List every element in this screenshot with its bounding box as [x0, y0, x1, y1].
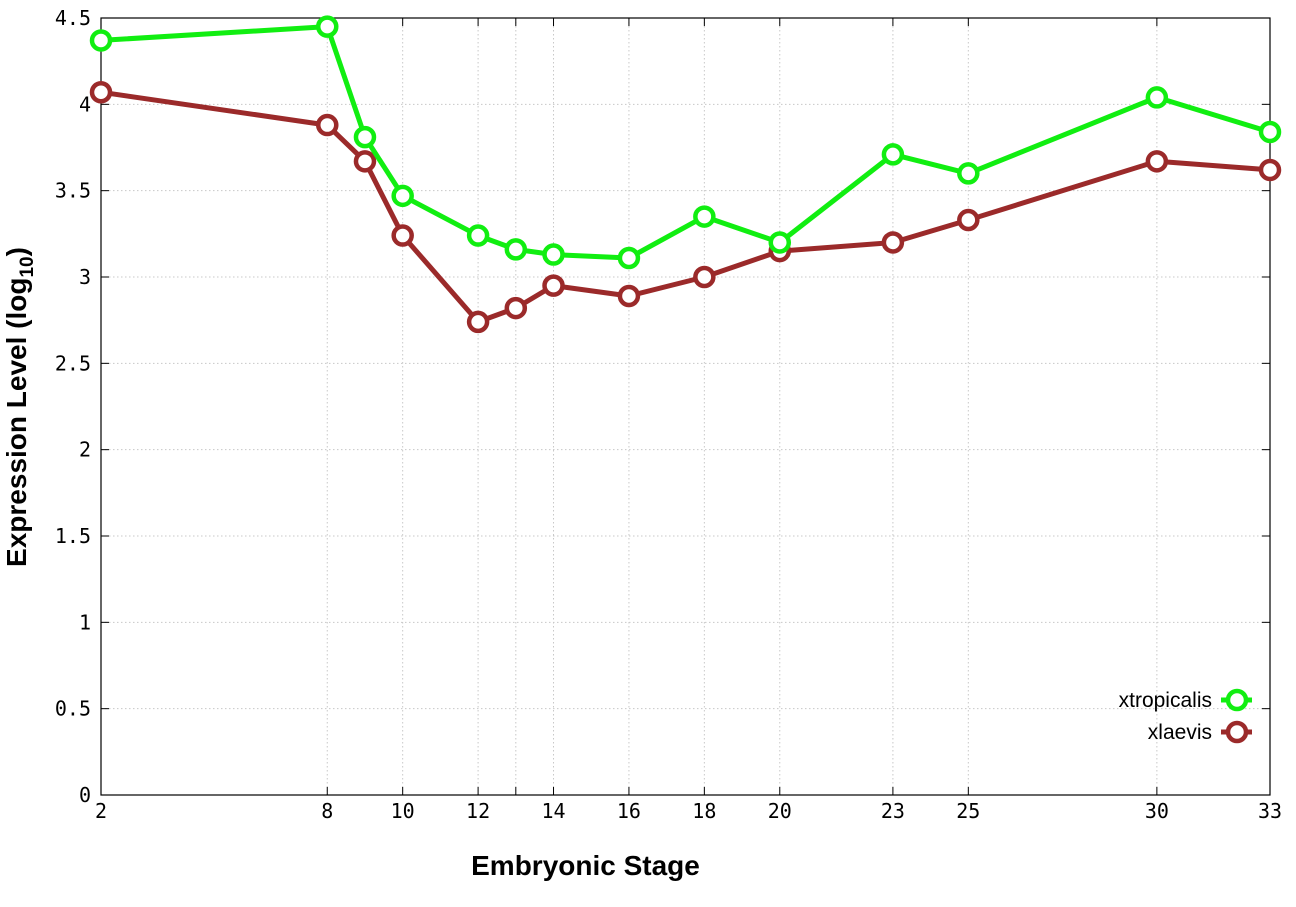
- x-tick-label: 12: [466, 799, 490, 823]
- x-tick-label: 20: [768, 799, 792, 823]
- data-point: [1258, 158, 1282, 182]
- y-axis-title-subscript: 10: [17, 256, 38, 277]
- series-xlaevis: [89, 80, 1282, 334]
- y-tick-label: 0: [79, 783, 91, 807]
- data-point: [542, 274, 565, 297]
- y-axis-title-suffix: ): [1, 247, 32, 256]
- data-point: [391, 224, 414, 247]
- y-tick-label: 1: [79, 610, 91, 634]
- legend-label: xtropicalis: [1119, 689, 1212, 712]
- data-point: [957, 208, 980, 232]
- y-tick-label: 4.5: [55, 6, 91, 30]
- data-point: [353, 125, 377, 149]
- data-point: [504, 296, 528, 320]
- data-point: [466, 224, 490, 247]
- y-tick-label: 1.5: [55, 524, 91, 548]
- x-tick-label: 25: [956, 799, 980, 823]
- legend-marker: [1225, 720, 1249, 744]
- series-layer: [89, 15, 1282, 334]
- x-tick-label: 18: [692, 799, 716, 823]
- data-point: [391, 184, 414, 208]
- data-point: [617, 246, 641, 270]
- y-axis-title: Expression Level (log10): [1, 247, 38, 567]
- data-point: [693, 265, 716, 289]
- x-tick-label: 8: [321, 799, 333, 823]
- legend-label: xlaevis: [1148, 721, 1212, 744]
- data-point: [316, 113, 339, 137]
- y-tick-label: 3: [79, 265, 91, 289]
- data-point: [504, 238, 528, 261]
- series-xtropicalis: [89, 15, 1282, 270]
- legend: xtropicalis xlaevis: [1119, 688, 1252, 744]
- y-axis-title-prefix: Expression Level (log: [1, 278, 32, 567]
- x-tick-label: 16: [617, 799, 641, 823]
- data-point: [693, 205, 716, 228]
- legend-item: xtropicalis: [1119, 688, 1252, 712]
- data-point: [881, 143, 905, 166]
- grid: [101, 18, 1270, 795]
- axis-ticks: [100, 17, 1271, 796]
- x-axis-tick-labels: 2 8 10 12 14 16 18 20 23 25 30 33: [95, 799, 1282, 823]
- series-line: [100, 89, 1271, 325]
- data-point: [1258, 120, 1282, 144]
- legend-item: xlaevis: [1148, 720, 1252, 744]
- data-point: [1145, 86, 1169, 109]
- x-tick-label: 14: [541, 799, 565, 823]
- x-tick-label: 2: [95, 799, 107, 823]
- x-axis-title: Embryonic Stage: [471, 850, 700, 881]
- y-tick-label: 2.5: [55, 351, 91, 375]
- x-tick-label: 30: [1145, 799, 1169, 823]
- legend-marker: [1225, 688, 1249, 712]
- data-point: [768, 231, 792, 254]
- data-point: [957, 162, 980, 185]
- x-tick-label: 33: [1258, 799, 1282, 823]
- x-tick-label: 10: [391, 799, 415, 823]
- y-tick-label: 4: [79, 92, 91, 116]
- series-line: [100, 24, 1271, 261]
- y-tick-label: 0.5: [55, 697, 91, 721]
- y-tick-label: 2: [79, 438, 91, 462]
- data-point: [89, 80, 113, 104]
- y-axis-tick-labels: 0 0.5 1 1.5 2 2.5 3 3.5 4 4.5: [55, 6, 91, 807]
- data-point: [466, 310, 490, 334]
- data-point: [89, 29, 113, 52]
- data-point: [353, 150, 377, 173]
- data-point: [617, 284, 641, 308]
- y-tick-label: 3.5: [55, 179, 91, 203]
- plot-frame: [100, 17, 1271, 796]
- data-point: [542, 243, 565, 266]
- data-point: [881, 231, 905, 254]
- data-point: [316, 15, 339, 38]
- x-tick-label: 23: [881, 799, 905, 823]
- data-point: [1145, 150, 1169, 173]
